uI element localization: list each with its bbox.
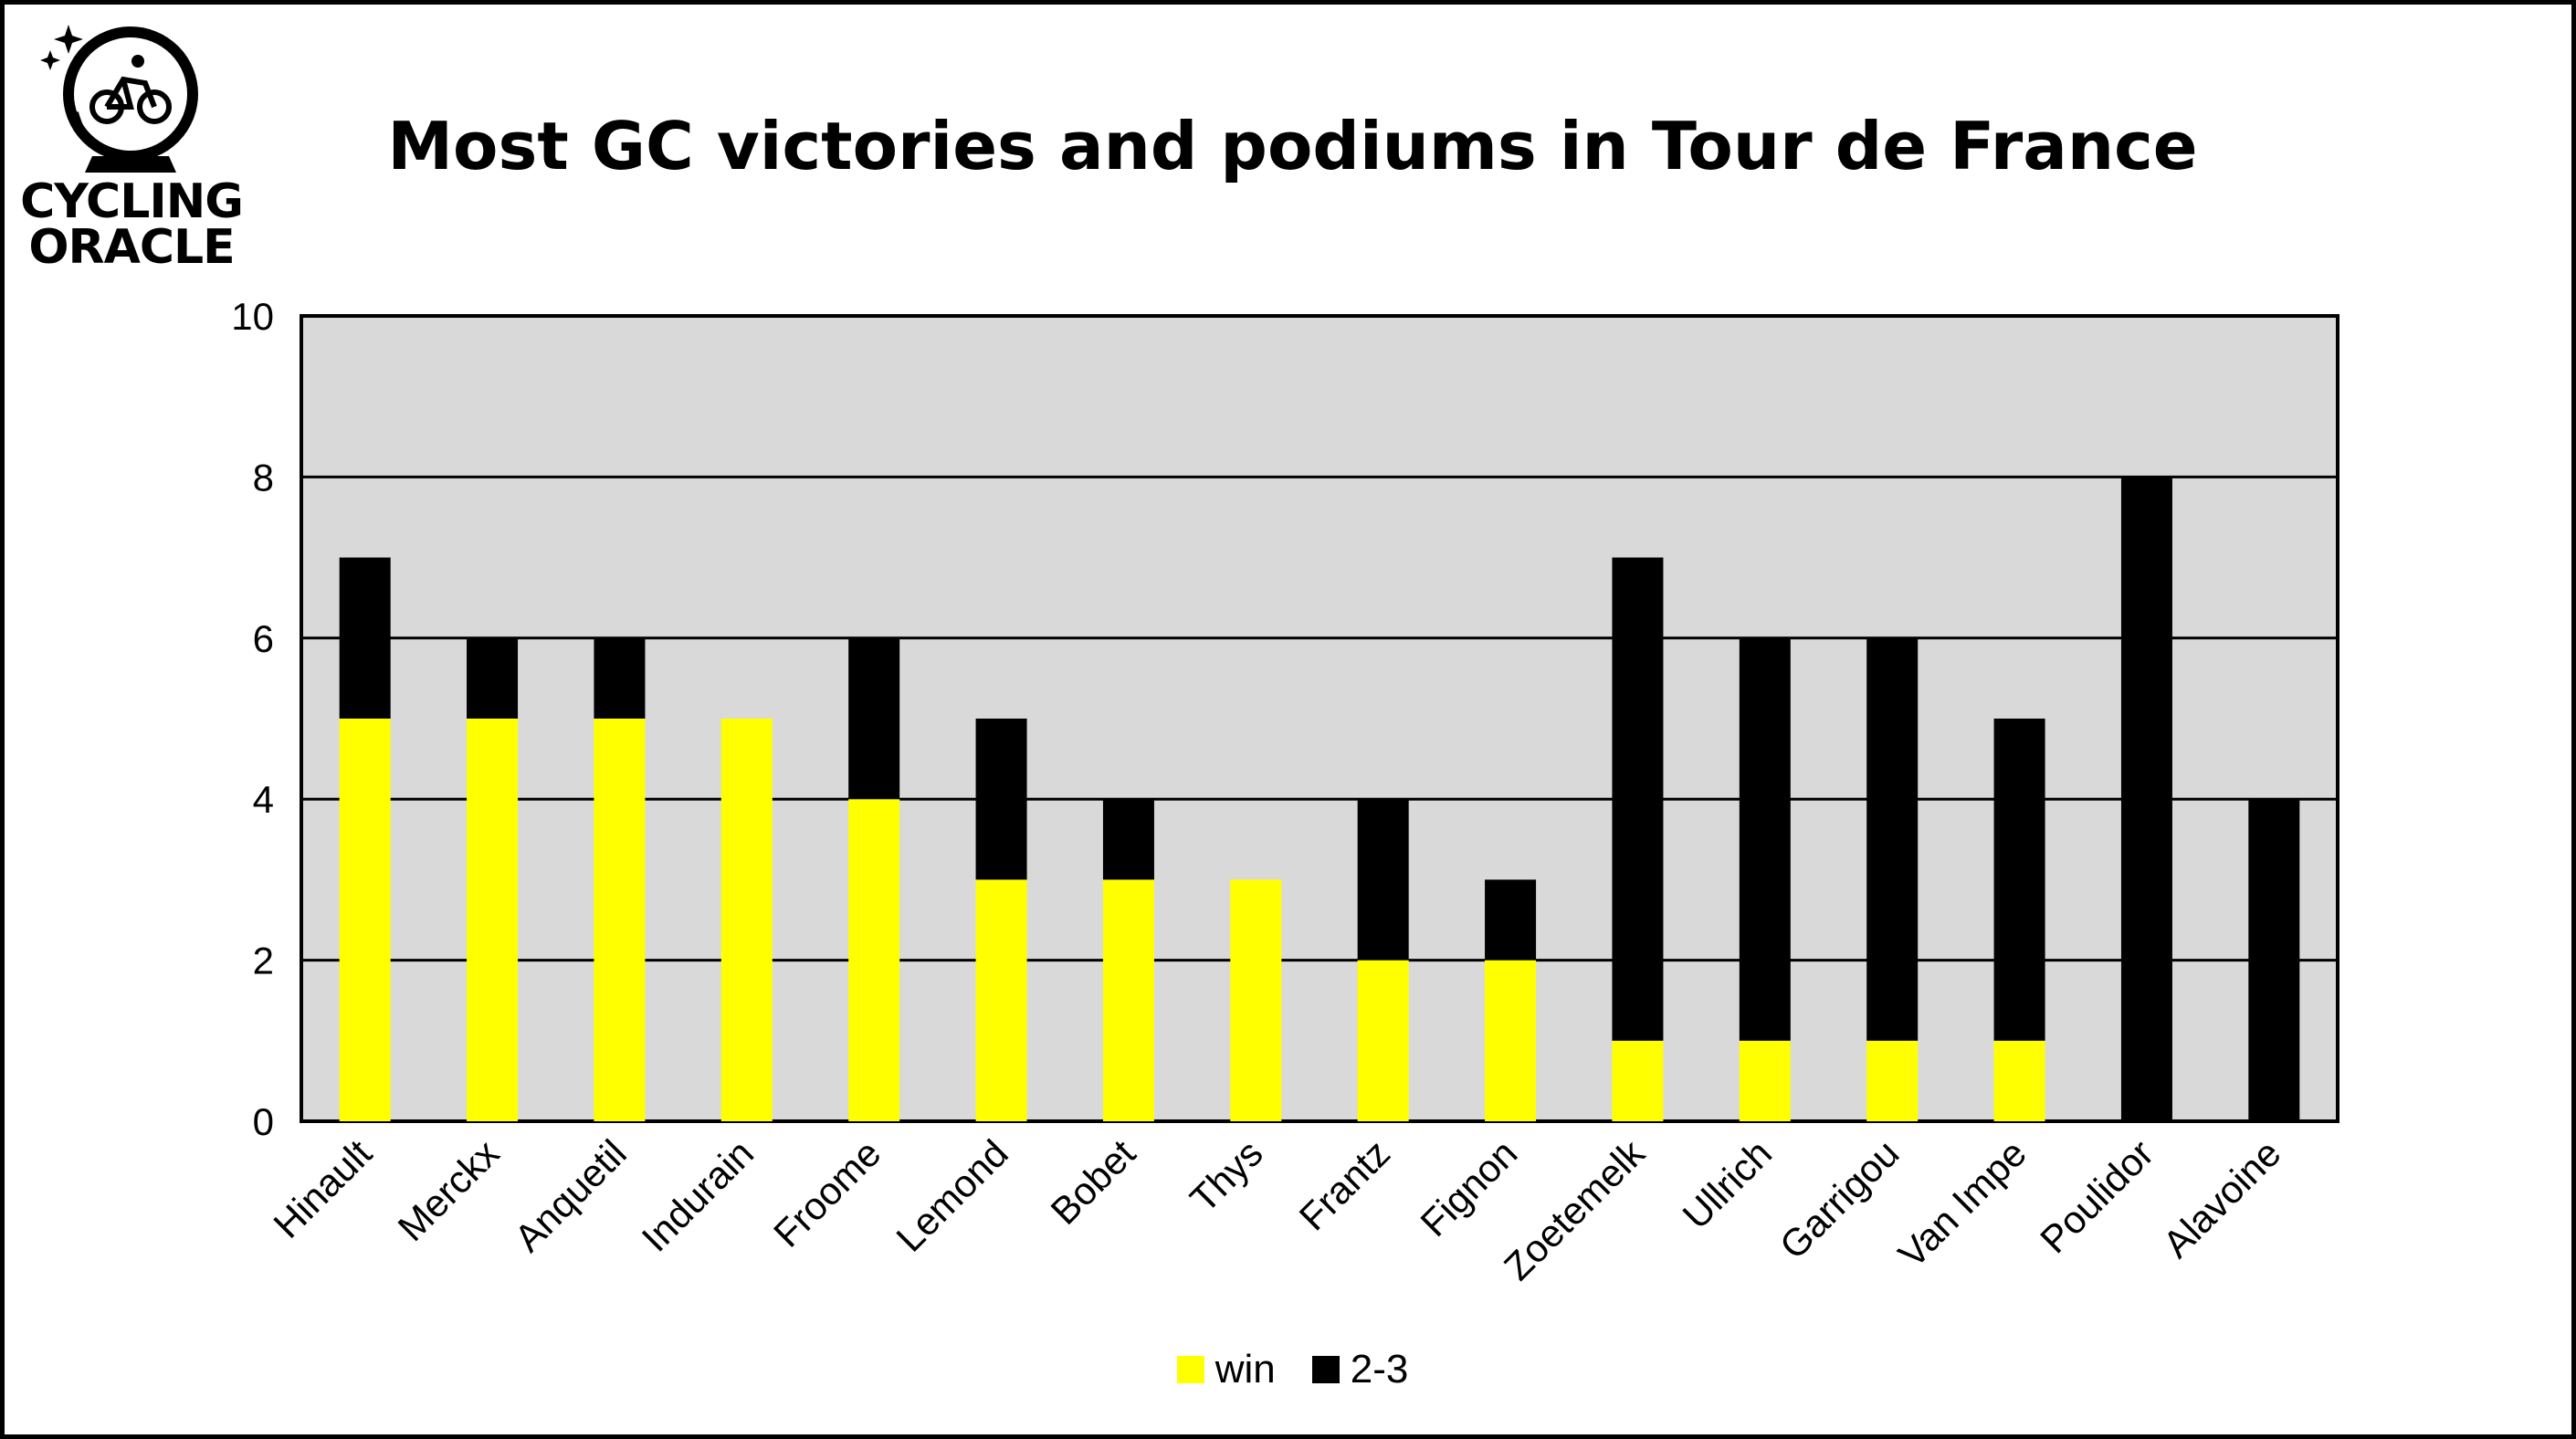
- bar-win-froome: [848, 799, 900, 1121]
- bar-win-fignon: [1485, 960, 1537, 1121]
- bar-podium-garrigou: [1866, 637, 1919, 1041]
- legend-label: win: [1214, 1347, 1276, 1392]
- x-tick-label: Frantz: [1291, 1131, 1398, 1238]
- bar-podium-anquetil: [594, 637, 646, 719]
- bar-win-hinault: [339, 719, 391, 1121]
- bar-win-bobet: [1102, 879, 1154, 1121]
- bar-podium-zoetemelk: [1612, 557, 1664, 1041]
- y-tick-label: 2: [253, 940, 274, 982]
- y-axis-ticks: 0 2 4 6 8 10: [231, 295, 274, 1143]
- bar-win-garrigou: [1866, 1040, 1919, 1121]
- x-tick-label: Indurain: [634, 1131, 762, 1260]
- bar-win-frantz: [1357, 960, 1409, 1121]
- y-tick-label: 6: [253, 617, 274, 660]
- bar-podium-bobet: [1102, 799, 1154, 880]
- cycling-oracle-logo: CYCLING ORACLE: [5, 5, 279, 288]
- logo-text-oracle: ORACLE: [28, 220, 235, 275]
- y-tick-label: 10: [231, 295, 274, 338]
- x-tick-label: Poulidor: [2032, 1131, 2161, 1261]
- legend-swatch: [1176, 1356, 1204, 1383]
- x-tick-label: Zoetemelk: [1496, 1130, 1654, 1288]
- x-tick-label: Merckx: [389, 1131, 507, 1249]
- x-tick-label: Alavoine: [2155, 1131, 2289, 1266]
- y-tick-label: 0: [253, 1100, 274, 1143]
- bar-podium-fignon: [1485, 879, 1537, 961]
- x-tick-label: Bobet: [1042, 1131, 1143, 1233]
- logo-text-cycling: CYCLING: [20, 174, 244, 229]
- legend-item: win: [1176, 1347, 1276, 1392]
- bar-podium-van-impe: [1993, 719, 2045, 1041]
- legend-swatch: [1311, 1356, 1340, 1383]
- legend-label: 2-3: [1350, 1347, 1409, 1392]
- x-tick-label: Van Impe: [1890, 1131, 2035, 1276]
- x-tick-label: Froome: [765, 1131, 889, 1255]
- x-tick-label: Thys: [1182, 1131, 1271, 1221]
- legend-item: 2-3: [1311, 1347, 1409, 1392]
- x-tick-label: Ullrich: [1674, 1131, 1780, 1237]
- bar-win-thys: [1230, 879, 1282, 1121]
- bar-podium-poulidor: [2120, 477, 2172, 1121]
- bar-win-anquetil: [594, 719, 646, 1121]
- bar-podium-alavoine: [2248, 799, 2300, 1121]
- x-tick-label: Garrigou: [1772, 1131, 1908, 1267]
- x-tick-label: Lemond: [888, 1131, 1016, 1260]
- y-tick-label: 4: [253, 778, 274, 821]
- bar-podium-hinault: [339, 557, 391, 719]
- x-tick-label: Anquetil: [506, 1131, 635, 1260]
- crystal-ball-icon: [40, 25, 198, 173]
- bars: [339, 477, 2300, 1121]
- bar-podium-merckx: [467, 637, 519, 719]
- bar-win-lemond: [975, 879, 1027, 1121]
- bar-win-merckx: [467, 719, 519, 1121]
- x-tick-label: Fignon: [1412, 1131, 1525, 1245]
- bar-podium-froome: [848, 637, 900, 800]
- bar-podium-ullrich: [1739, 637, 1791, 1041]
- bar-win-zoetemelk: [1612, 1040, 1664, 1121]
- bar-podium-lemond: [975, 719, 1027, 880]
- legend: win 2-3: [5, 1347, 2576, 1392]
- bar-win-ullrich: [1739, 1040, 1791, 1121]
- x-tick-label: Hinault: [265, 1131, 380, 1246]
- bar-win-indurain: [720, 719, 773, 1121]
- y-tick-label: 8: [253, 456, 274, 499]
- bar-podium-frantz: [1357, 799, 1409, 961]
- chart-title: Most GC victories and podiums in Tour de…: [387, 108, 2198, 184]
- bar-win-van-impe: [1993, 1040, 2045, 1121]
